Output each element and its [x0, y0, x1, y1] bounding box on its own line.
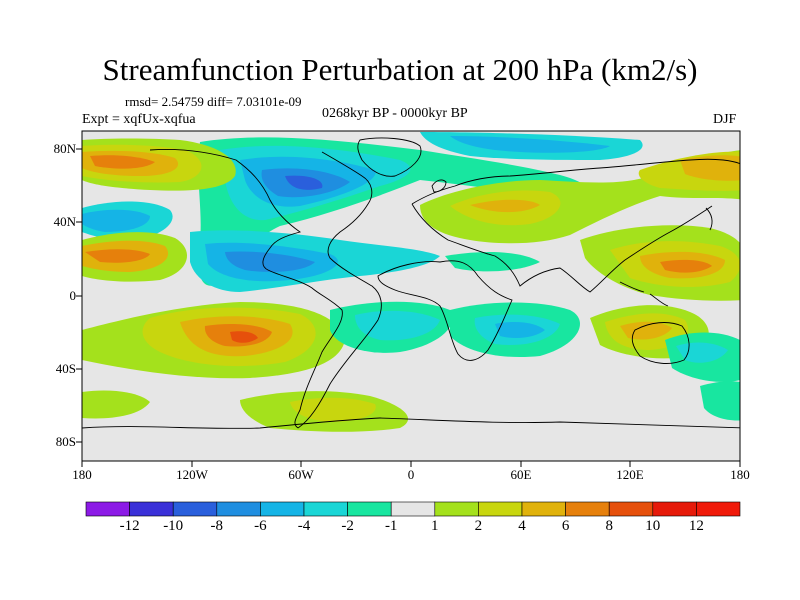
- y-tick-label: 40S: [55, 361, 76, 376]
- colorbar-label: 2: [474, 518, 483, 534]
- colorbar-swatch: [521, 501, 566, 517]
- colorbar-swatch: [347, 501, 392, 517]
- colorbar-label: -8: [210, 518, 224, 534]
- eurasia-south-coast: [411, 203, 713, 293]
- x-tick-label: 60E: [510, 467, 532, 482]
- colorbar-swatch: [129, 501, 174, 517]
- colorbar-swatch: [565, 501, 610, 517]
- x-tick-label: 0: [407, 467, 415, 482]
- pos-core-europe-2: [470, 199, 540, 213]
- x-tick-marks: [81, 461, 741, 467]
- period-label: 0268kyr BP - 0000kyr BP: [322, 106, 468, 121]
- neg-core-n-pacific: [82, 209, 150, 232]
- y-tick-label: 40N: [53, 214, 76, 229]
- pos-core-southern-2: [290, 397, 376, 422]
- colorbar-swatch: [652, 501, 697, 517]
- colorbar-label: 4: [518, 518, 526, 534]
- colorbar-label: 1: [431, 518, 439, 534]
- x-tick-label: 120E: [616, 467, 644, 482]
- colorbar-label: -4: [297, 518, 311, 534]
- colorbar-swatch: [696, 501, 741, 517]
- neg-region-southern: [700, 381, 740, 421]
- rmsd-diff-stats: rmsd= 2.54759 diff= 7.03101e-09: [125, 94, 302, 109]
- british-isles: [431, 179, 447, 193]
- pos-peak-sub-n-pacific: [85, 249, 150, 263]
- colorbar-swatch: [608, 501, 654, 517]
- experiment-label: Expt = xqfUx-xqfua: [82, 112, 196, 127]
- japan: [705, 207, 713, 231]
- neg-core-n-america-3: [285, 175, 323, 190]
- colorbar-swatch: [434, 501, 479, 517]
- colorbar-label: -6: [254, 518, 267, 534]
- x-tick-label: 120W: [176, 467, 208, 482]
- pos-core-w-pacific-3: [660, 259, 712, 273]
- y-tick-label: 80S: [55, 434, 76, 449]
- colorbar-swatch: [216, 501, 261, 517]
- eurasia-north-coast: [411, 158, 740, 205]
- colorbar-swatch: [390, 501, 436, 517]
- contour-field: [82, 132, 740, 432]
- season-label: DJF: [713, 112, 737, 127]
- americas-east-coast: [297, 151, 382, 429]
- colorbar-label: -2: [341, 518, 354, 534]
- africa: [377, 260, 513, 361]
- y-tick-label: 80N: [53, 141, 76, 156]
- colorbar-swatch: [303, 501, 348, 517]
- colorbar-label: -1: [384, 518, 398, 534]
- neg-region-africa: [445, 252, 540, 272]
- americas-west-coast: [149, 149, 343, 429]
- pos-region-southern-1: [82, 390, 150, 419]
- neg-core-indian-ocean-2: [495, 322, 545, 338]
- colorbar-label: -12: [119, 518, 140, 534]
- colorbar-label: -10: [163, 518, 184, 534]
- x-tick-label: 60W: [288, 467, 314, 482]
- neg-core-tropics-2: [225, 251, 315, 272]
- pos-core-n-pacific-3: [90, 155, 155, 169]
- colorbar-label: 8: [605, 518, 613, 534]
- y-tick-label: 0: [69, 288, 77, 303]
- greenland: [357, 137, 422, 177]
- maritime-continent: [619, 281, 669, 307]
- neg-core-arctic: [450, 136, 610, 153]
- antarctica: [82, 417, 740, 429]
- colorbar-label: 12: [688, 518, 704, 534]
- colorbar: [85, 501, 741, 517]
- figure-title: Streamfunction Perturbation at 200 hPa (…: [102, 52, 698, 87]
- colorbar-label: 6: [561, 518, 570, 534]
- australia: [631, 322, 690, 364]
- colorbar-swatch: [260, 501, 305, 517]
- colorbar-swatch: [85, 501, 130, 517]
- y-tick-marks: [76, 148, 82, 443]
- colorbar-swatch: [478, 501, 523, 517]
- x-tick-label: 180: [72, 467, 92, 482]
- coastlines: [82, 137, 740, 429]
- x-tick-label: 180: [730, 467, 750, 482]
- pos-core-siberia-2: [680, 155, 740, 181]
- neg-core-s-atlantic: [355, 310, 440, 341]
- colorbar-label: 10: [645, 518, 661, 534]
- pos-peak-s-pacific: [230, 331, 258, 343]
- colorbar-swatch: [172, 501, 218, 517]
